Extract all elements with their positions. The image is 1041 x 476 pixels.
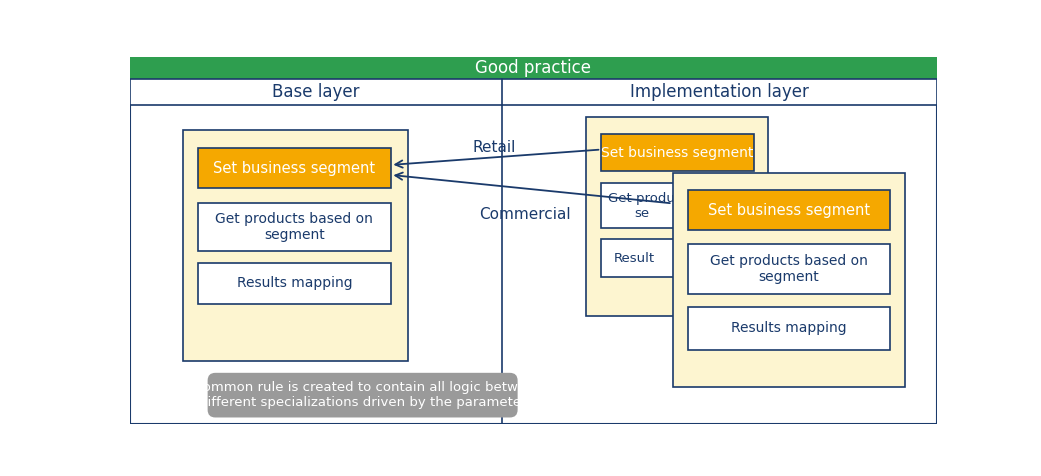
Bar — [688, 244, 890, 294]
Bar — [130, 79, 937, 105]
Text: Set business segment: Set business segment — [601, 146, 754, 159]
Text: Get products based on
segment: Get products based on segment — [215, 212, 374, 242]
Bar — [199, 264, 390, 304]
Text: Results mapping: Results mapping — [236, 277, 352, 290]
Bar — [602, 183, 754, 228]
Bar — [688, 190, 890, 230]
Text: Result: Result — [613, 252, 655, 265]
Text: Retail: Retail — [473, 140, 516, 156]
Text: Commercial: Commercial — [480, 208, 572, 222]
Bar — [688, 307, 890, 350]
Text: Get products based on
segment: Get products based on segment — [710, 254, 868, 284]
Bar — [672, 173, 905, 387]
Bar — [199, 148, 390, 188]
Bar — [602, 134, 754, 171]
Text: A common rule is created to contain all logic between
different specializations : A common rule is created to contain all … — [182, 381, 543, 409]
Text: Good practice: Good practice — [475, 59, 591, 77]
Text: Results mapping: Results mapping — [731, 321, 846, 335]
Bar — [183, 130, 408, 361]
Text: Get produ
se: Get produ se — [608, 192, 675, 220]
Bar — [199, 203, 390, 251]
FancyBboxPatch shape — [207, 373, 517, 417]
Text: Set business segment: Set business segment — [708, 203, 870, 218]
Bar — [130, 57, 937, 79]
Bar — [602, 239, 754, 278]
Bar — [586, 117, 768, 316]
Text: Base layer: Base layer — [273, 83, 360, 101]
Text: Set business segment: Set business segment — [213, 160, 376, 176]
Text: Implementation layer: Implementation layer — [630, 83, 809, 101]
